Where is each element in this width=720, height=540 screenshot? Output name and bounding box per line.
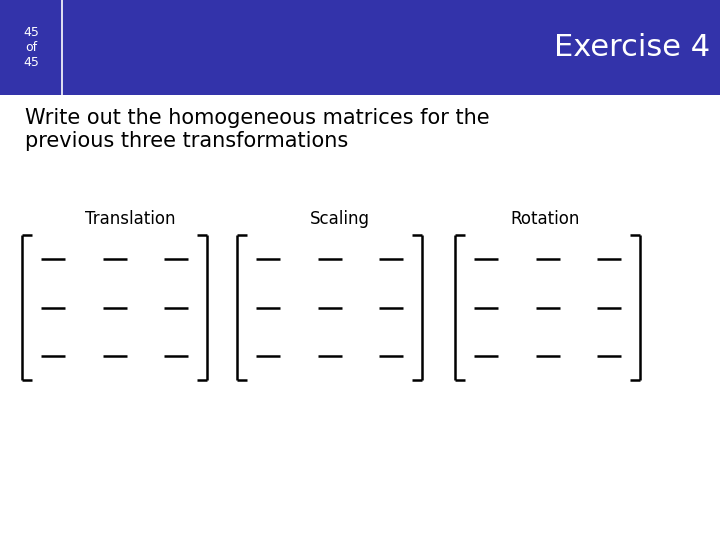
Bar bbox=[0, 0, 720, 95]
Text: Exercise 4: Exercise 4 bbox=[554, 33, 710, 62]
Text: 45
of
45: 45 of 45 bbox=[23, 26, 39, 69]
Text: Translation: Translation bbox=[85, 210, 175, 228]
Text: Scaling: Scaling bbox=[310, 210, 370, 228]
Text: Write out the homogeneous matrices for the
previous three transformations: Write out the homogeneous matrices for t… bbox=[25, 108, 490, 151]
Text: Rotation: Rotation bbox=[510, 210, 580, 228]
